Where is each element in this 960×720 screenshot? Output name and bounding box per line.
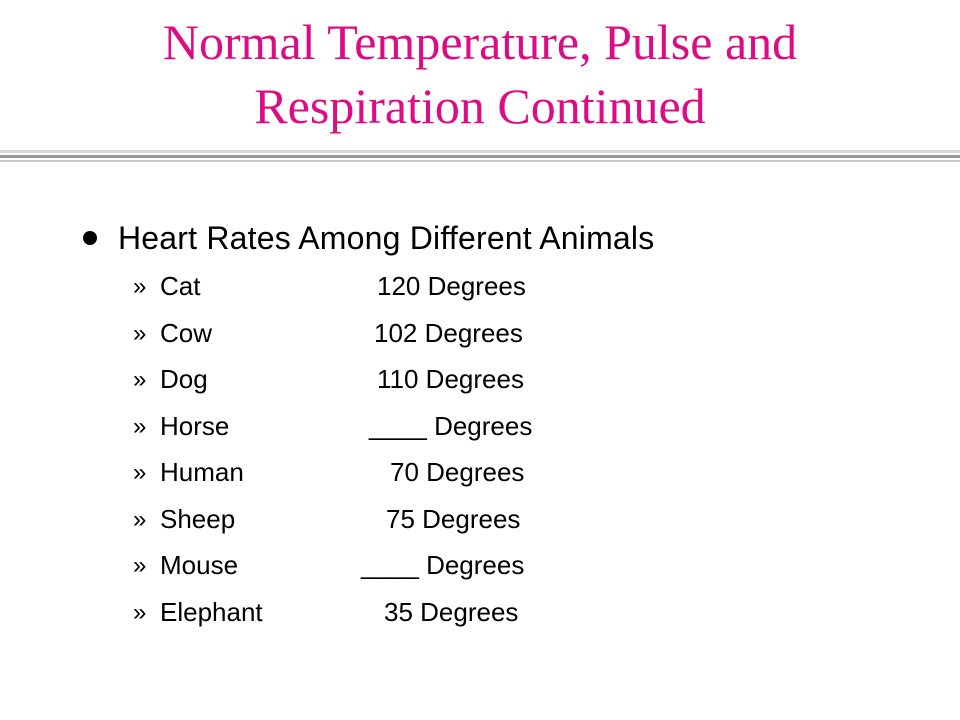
heart-rate-value: ____ Degrees [361,550,525,580]
list-marker-icon: » [133,505,147,533]
animal-name: Cat [160,271,201,301]
list-item: » Cat 120 Degrees [0,265,960,312]
bullet-dot-icon [83,231,97,245]
list-item: » Horse ____ Degrees [0,405,960,452]
animal-name: Horse [160,410,230,441]
heart-rate-value: 35 Degrees [384,596,519,627]
heart-rate-list: » Cat 120 Degrees » Cow 102 Degrees » Do… [0,265,960,637]
list-item: » Dog 110 Degrees [0,358,960,405]
animal-name: Mouse [160,550,239,580]
animal-name: Human [160,457,244,487]
list-marker-icon: » [133,552,147,579]
animal-name: Dog [160,364,208,394]
title-divider-bottom [0,160,960,162]
list-marker-icon: » [133,459,147,486]
heart-rate-value: 110 Degrees [377,364,524,394]
slide-title-line-1: Normal Temperature, Pulse and [162,14,798,70]
main-bullet-text: Heart Rates Among Different Animals [118,219,655,256]
list-marker-icon: » [133,366,147,393]
heart-rate-value: 102 Degrees [374,317,523,348]
title-divider-dark [0,155,960,158]
list-item: » Mouse ____ Degrees [0,544,960,591]
list-marker-icon: » [133,598,147,626]
list-item: » Sheep 75 Degrees [0,498,960,545]
list-marker-icon: » [133,319,147,347]
list-marker-icon: » [133,273,147,300]
slide-title-line-2: Respiration Continued [254,78,706,134]
title-divider-light [0,150,960,153]
list-item: » Human 70 Degrees [0,451,960,498]
animal-name: Elephant [160,596,263,627]
heart-rate-value: ____ Degrees [369,410,533,441]
heart-rate-value: 75 Degrees [386,503,521,534]
main-bullet: Heart Rates Among Different Animals [83,216,654,260]
slide-title: Normal Temperature, Pulse and Respiratio… [0,10,960,138]
list-item: » Elephant 35 Degrees [0,591,960,638]
animal-name: Sheep [160,503,236,534]
list-marker-icon: » [133,412,147,440]
list-item: » Cow 102 Degrees [0,312,960,359]
animal-name: Cow [160,317,213,348]
heart-rate-value: 70 Degrees [390,457,525,487]
heart-rate-value: 120 Degrees [377,271,526,301]
